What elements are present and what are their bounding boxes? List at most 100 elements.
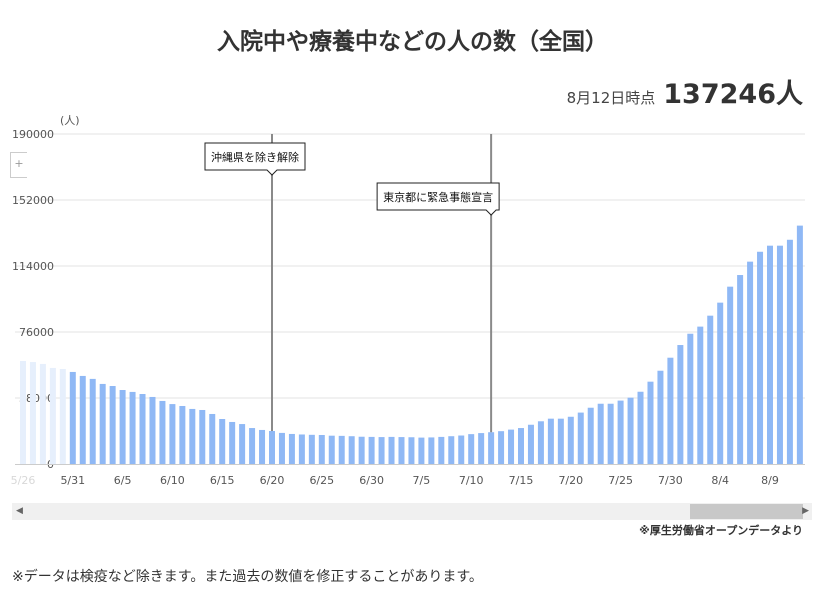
bar [498, 431, 505, 464]
bar [259, 429, 266, 464]
bar [358, 436, 365, 464]
bar [229, 421, 236, 464]
x-tick-label: 6/10 [160, 474, 185, 487]
bar [767, 245, 773, 464]
bar [567, 416, 574, 464]
bar [348, 436, 355, 464]
bar [557, 418, 564, 464]
horizontal-scrollbar[interactable]: ◀ ▶ [12, 503, 812, 520]
y-tick-label: 190000 [12, 128, 54, 141]
bar [109, 386, 116, 464]
bar [20, 361, 26, 464]
footnote: ※データは検疫など除きます。また過去の数値を修正することがあります。 [12, 569, 483, 585]
y-tick-label: 114000 [12, 260, 54, 273]
x-tick-label: 6/5 [114, 474, 132, 487]
x-tick-label: 6/25 [309, 474, 334, 487]
x-tick-label: 6/30 [359, 474, 384, 487]
bar [458, 435, 465, 464]
bar [338, 435, 345, 464]
x-tick-label: 7/25 [608, 474, 633, 487]
y-axis-unit: (人) [60, 114, 80, 127]
bar [368, 436, 375, 464]
bar [428, 437, 435, 464]
bar [189, 408, 196, 464]
x-tick-label: 8/4 [711, 474, 729, 487]
x-tick-label: 7/20 [558, 474, 583, 487]
bar [527, 424, 534, 464]
bar [727, 286, 734, 464]
bar [786, 239, 793, 464]
bar [737, 275, 744, 464]
bar [69, 371, 76, 464]
bar [388, 436, 395, 464]
bar [378, 437, 385, 464]
bar [29, 362, 36, 464]
bar [418, 437, 425, 464]
x-tick-label: 5/26 [11, 474, 36, 487]
bar [99, 383, 106, 464]
bar [59, 368, 66, 464]
bar [488, 432, 495, 464]
x-tick-label: 8/9 [761, 474, 779, 487]
annotation-callout [376, 182, 500, 216]
bar [49, 367, 56, 464]
bar [657, 370, 664, 464]
bar [508, 429, 515, 464]
bar [667, 357, 674, 464]
bar [328, 435, 335, 464]
bar [776, 245, 783, 464]
annotation-callout [204, 142, 306, 176]
bar [697, 326, 704, 464]
bar [597, 403, 604, 464]
bar [547, 418, 554, 464]
x-tick-label: 6/20 [260, 474, 285, 487]
bar [239, 424, 246, 464]
bar [717, 302, 724, 464]
bar [747, 261, 754, 464]
bar [129, 391, 136, 464]
bar [39, 363, 46, 464]
bar [687, 333, 694, 464]
bar [79, 375, 86, 464]
bar [627, 397, 634, 464]
data-source: ※厚生労働省オープンデータより [639, 524, 803, 537]
bar [179, 405, 186, 464]
bar [617, 400, 624, 464]
bar [637, 391, 644, 464]
bar [647, 381, 654, 464]
annotation-label: 沖縄県を除き解除 [211, 150, 299, 164]
scroll-right-icon[interactable]: ▶ [802, 506, 809, 516]
bar [89, 378, 96, 464]
bar [707, 315, 714, 464]
bar [219, 419, 226, 464]
zoom-button[interactable]: + [10, 152, 27, 178]
y-tick-label: 152000 [12, 194, 54, 207]
x-tick-label: 7/30 [658, 474, 683, 487]
y-tick-label: 76000 [19, 326, 54, 339]
bar [288, 433, 295, 464]
bar [318, 434, 325, 464]
bar [448, 436, 455, 464]
annotation-label: 東京都に緊急事態宣言 [383, 190, 493, 204]
bar [587, 407, 594, 464]
scroll-left-icon[interactable]: ◀ [16, 506, 23, 516]
bar [677, 345, 684, 464]
as-of-value: 137246人 [663, 79, 803, 110]
bar [398, 437, 405, 464]
as-of-date: 8月12日時点 [566, 89, 656, 107]
x-tick-label: 7/10 [459, 474, 484, 487]
scrollbar-thumb[interactable] [690, 504, 803, 519]
bar [269, 431, 275, 464]
bar [209, 413, 216, 464]
bar [169, 404, 176, 464]
bar [119, 390, 126, 464]
bar [518, 428, 524, 464]
bar [249, 428, 256, 464]
bar [468, 434, 475, 464]
bar [577, 412, 584, 464]
bar [139, 394, 146, 464]
bar [199, 409, 206, 464]
bar [796, 225, 803, 464]
bar [159, 400, 166, 464]
bar-chart: 03800076000114000152000190000(人)5/265/31… [11, 114, 805, 487]
